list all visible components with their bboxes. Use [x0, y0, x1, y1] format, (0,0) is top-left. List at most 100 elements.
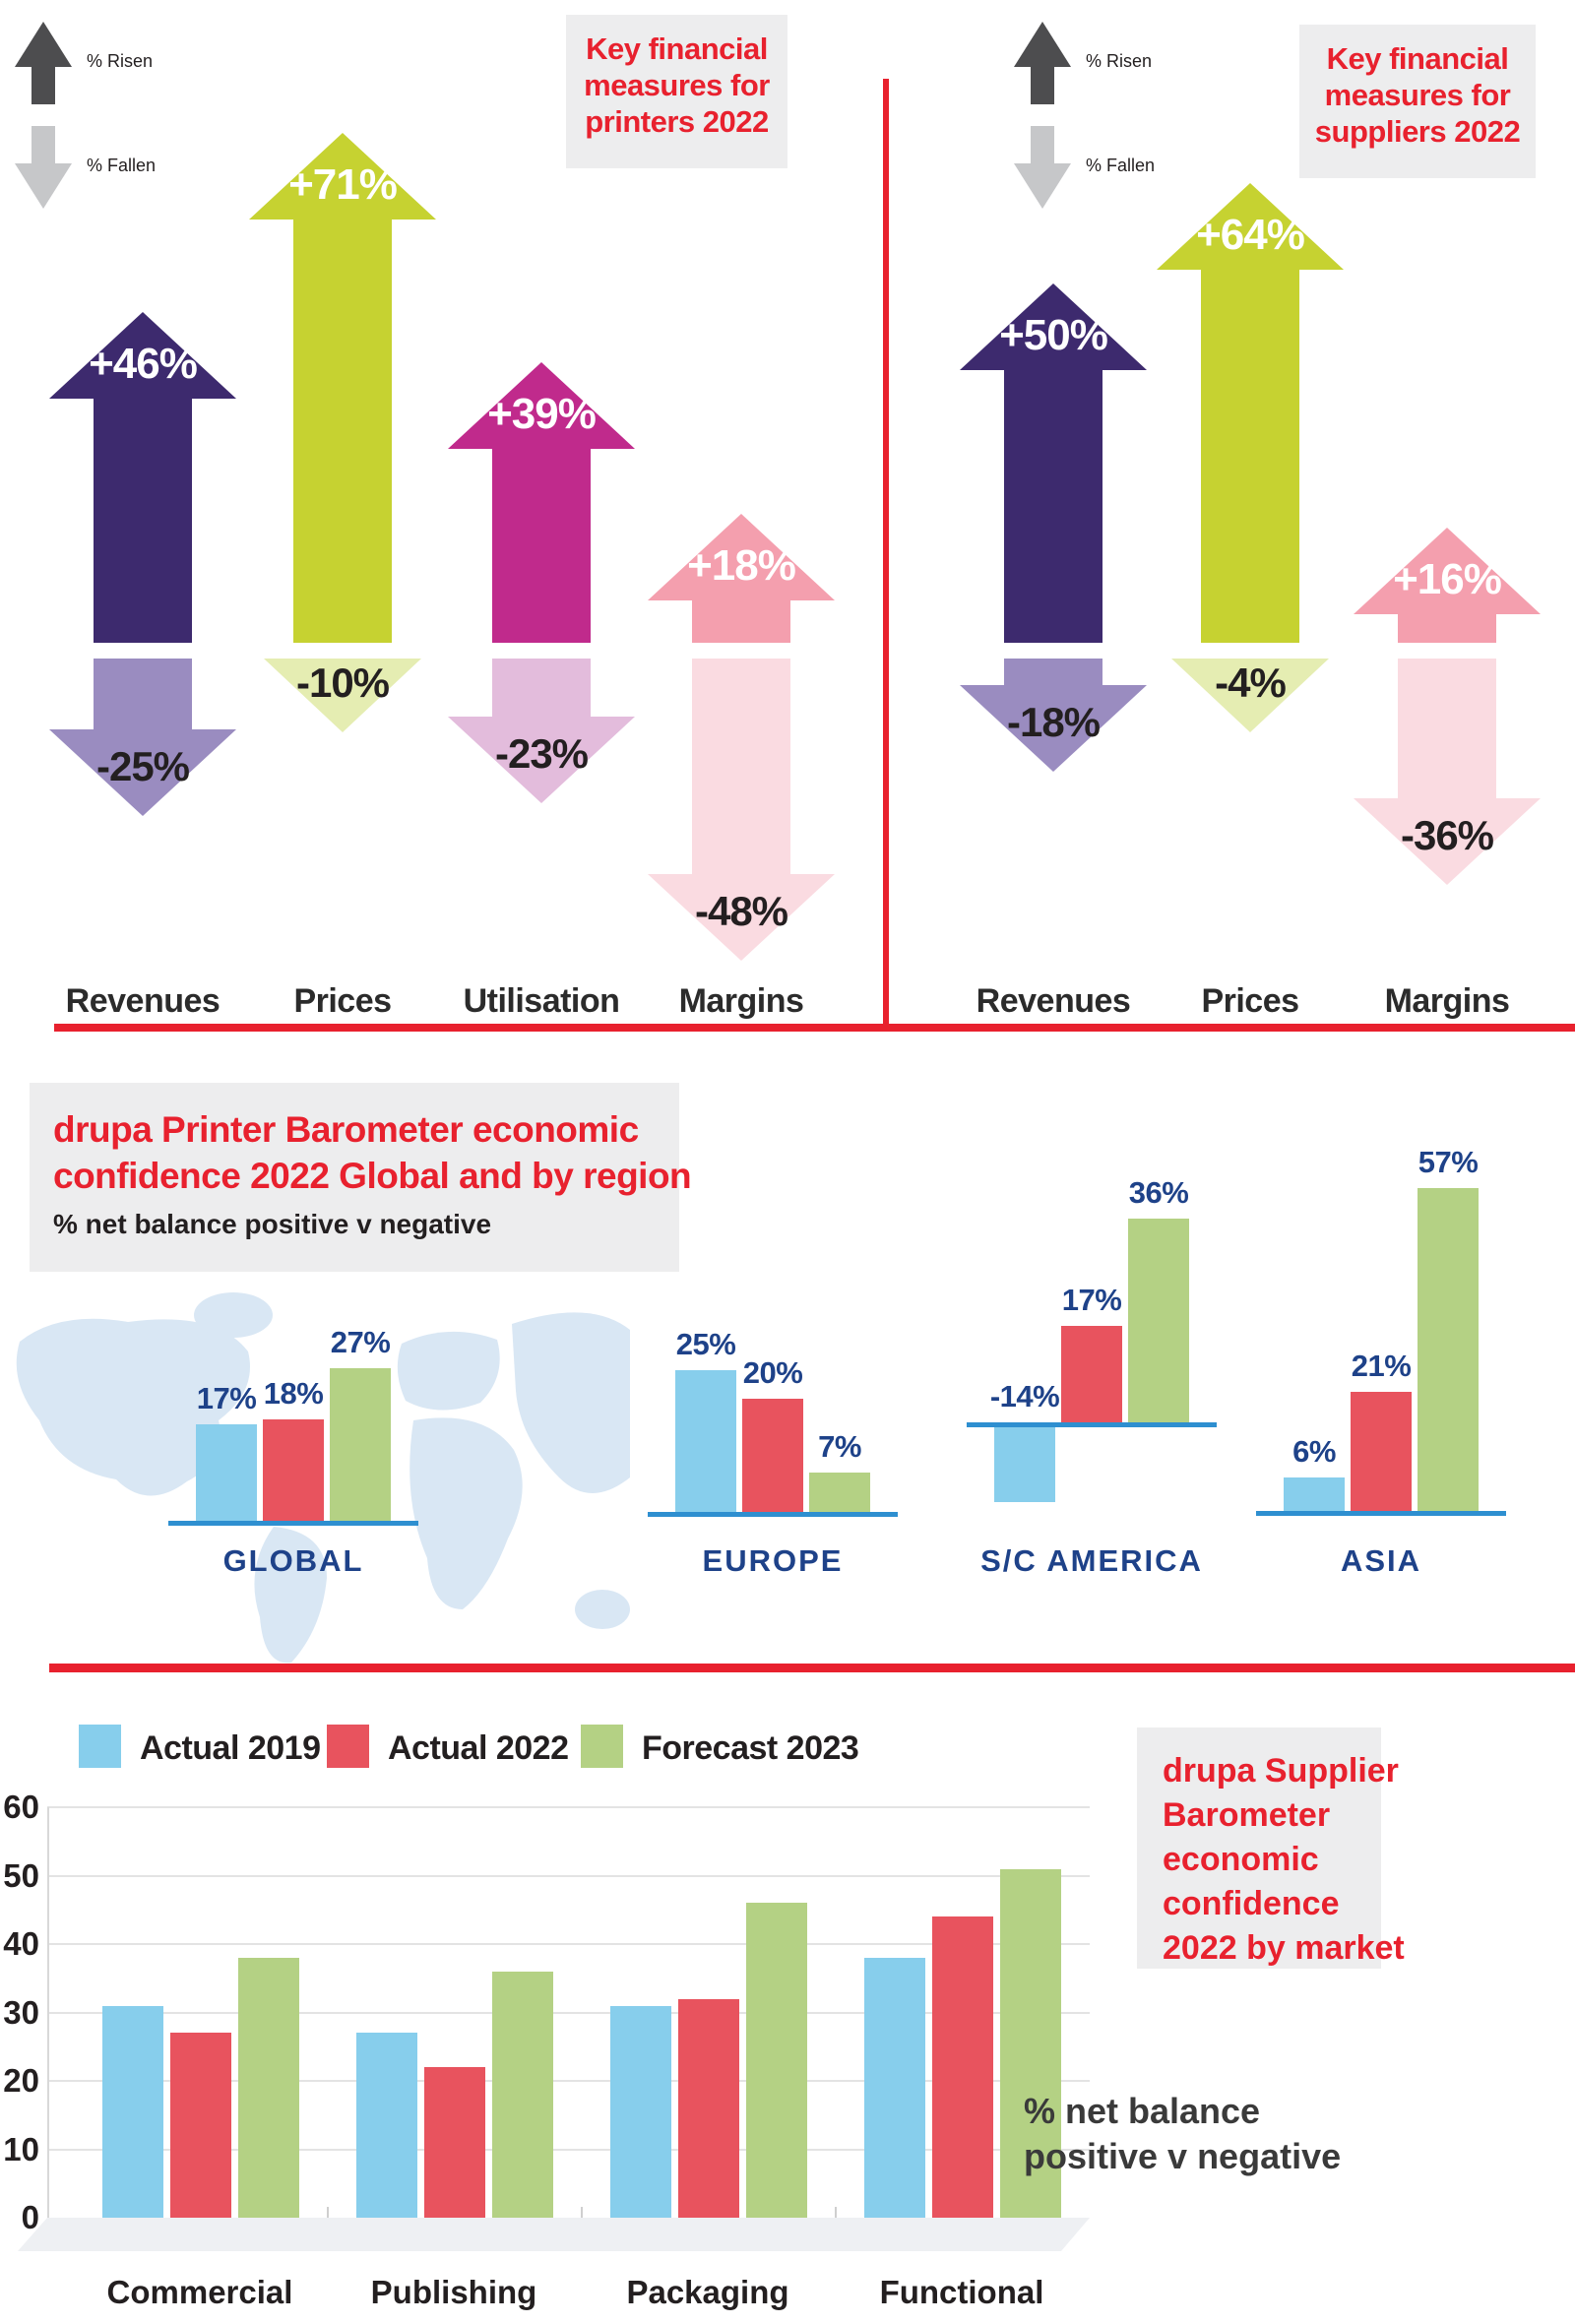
measure-label-revenues: Revenues: [976, 982, 1131, 1020]
up-arrow-margins: +18%: [648, 513, 835, 643]
down-arrow-shaft: [94, 659, 192, 730]
down-arrow-head: [1171, 659, 1329, 732]
y-tick-label: 40: [3, 1925, 39, 1962]
legend-label: Forecast 2023: [642, 1729, 859, 1767]
up-arrow-shaft: [492, 448, 591, 643]
up-arrow-revenues: +50%: [960, 283, 1147, 643]
fallen-arrow-head: [15, 163, 72, 209]
grid-line: [47, 1874, 1090, 1877]
axis-tick: [835, 2207, 837, 2218]
net-balance-note-line2: positive v negative: [1024, 2136, 1342, 2176]
regional-title-line2: confidence 2022 Global and by region: [53, 1156, 692, 1196]
region-baseline: [168, 1521, 418, 1526]
risen-arrow-head: [1014, 22, 1071, 67]
up-arrow-value: +46%: [89, 340, 198, 389]
y-tick-label: 10: [3, 2130, 39, 2167]
region-baseline: [967, 1422, 1217, 1427]
y-tick-label: 0: [21, 2199, 39, 2235]
risen-arrow-head: [15, 22, 72, 67]
category-label: Packaging: [626, 2274, 789, 2310]
measure-label-utilisation: Utilisation: [463, 982, 620, 1020]
bar-functional-1: [864, 1957, 925, 2218]
down-arrow-head: [960, 685, 1147, 773]
bar-commercial-1: [102, 2005, 163, 2218]
region-bar: [994, 1422, 1055, 1502]
category-label: Functional: [879, 2274, 1044, 2310]
region-value: 21%: [1351, 1349, 1412, 1384]
grid-line: [47, 2011, 1090, 2014]
up-arrow-prices: +64%: [1157, 182, 1344, 643]
legend-label: Actual 2022: [388, 1729, 569, 1767]
up-arrow-margins: +16%: [1354, 528, 1541, 643]
down-arrow-revenues: -18%: [960, 659, 1147, 773]
region-bar: [1418, 1188, 1479, 1511]
category-label: Commercial: [106, 2274, 293, 2310]
fallen-arrow-icon: [15, 126, 72, 209]
down-arrow-value: -18%: [1006, 699, 1101, 746]
region-bar: [742, 1399, 803, 1512]
up-arrow-revenues: +46%: [49, 312, 236, 643]
region-value: 27%: [330, 1324, 391, 1359]
region-value: 6%: [1292, 1433, 1336, 1469]
measure-label-prices: Prices: [1201, 982, 1299, 1020]
down-arrow-shaft: [1398, 659, 1496, 800]
up-arrow-prices: +71%: [249, 132, 436, 643]
section-divider-top: [54, 1024, 1575, 1032]
risen-arrow-shaft: [32, 66, 55, 104]
down-arrow-shaft: [692, 659, 790, 876]
legend-label: Actual 2019: [140, 1729, 321, 1767]
up-arrow-head: [960, 283, 1147, 370]
region-name: GLOBAL: [222, 1543, 364, 1578]
region-name: EUROPE: [702, 1543, 844, 1578]
region-bar: [1061, 1326, 1122, 1422]
grid-line: [47, 2148, 1090, 2151]
bar-packaging-3: [746, 1903, 807, 2218]
legend-swatch: [581, 1725, 623, 1768]
up-arrow-head: [1354, 528, 1541, 615]
region-value: 57%: [1418, 1145, 1479, 1180]
region-name: S/C AMERICA: [980, 1543, 1203, 1578]
grid-line: [47, 1943, 1090, 1945]
printers-title-line: printers 2022: [585, 104, 769, 139]
world-map: [16, 1292, 630, 1664]
region-bar: [1351, 1392, 1412, 1511]
y-tick-label: 50: [3, 1856, 39, 1894]
market-title-line: 2022 by market: [1163, 1929, 1405, 1967]
market-title-line: Barometer: [1163, 1796, 1331, 1834]
down-arrow-value: -4%: [1215, 660, 1287, 706]
region-value: 18%: [263, 1375, 324, 1411]
up-arrow-shaft: [293, 218, 392, 643]
fallen-label: % Fallen: [1086, 156, 1156, 175]
bar-functional-3: [1000, 1868, 1061, 2218]
up-arrow-shaft: [94, 398, 192, 643]
bar-packaging-1: [610, 2005, 671, 2218]
bar-commercial-2: [170, 2033, 231, 2218]
printers-title-line: measures for: [584, 68, 770, 102]
suppliers-title-line: Key financial: [1326, 41, 1509, 76]
risen-label: % Risen: [1086, 51, 1153, 71]
y-tick-label: 60: [3, 1789, 39, 1825]
up-arrow-value: +71%: [288, 159, 398, 209]
down-arrow-head: [448, 717, 635, 804]
region-bar: [809, 1472, 870, 1512]
down-arrow-value: -23%: [494, 730, 589, 778]
net-balance-note-line1: % net balance: [1024, 2091, 1261, 2131]
market-title-box: drupa Supplier Barometer economic confid…: [1137, 1727, 1405, 1969]
down-arrow-value: -25%: [95, 743, 190, 789]
region-baseline: [1256, 1511, 1506, 1516]
bar-publishing-1: [356, 2033, 417, 2218]
printers-title-line: Key financial: [586, 31, 768, 66]
up-arrow-shaft: [1201, 268, 1299, 643]
market-title-line: drupa Supplier: [1163, 1752, 1399, 1790]
up-arrow-head: [49, 312, 236, 400]
region-value: 20%: [742, 1355, 803, 1390]
region-baseline: [648, 1512, 898, 1517]
fallen-arrow-shaft: [1031, 126, 1054, 164]
bar-packaging-2: [678, 1998, 739, 2218]
market-title-line: confidence: [1163, 1885, 1340, 1922]
up-arrow-shaft: [692, 598, 790, 643]
category-label: Publishing: [370, 2274, 537, 2310]
up-arrow-utilisation: +39%: [448, 362, 635, 643]
bar-publishing-2: [424, 2067, 485, 2218]
